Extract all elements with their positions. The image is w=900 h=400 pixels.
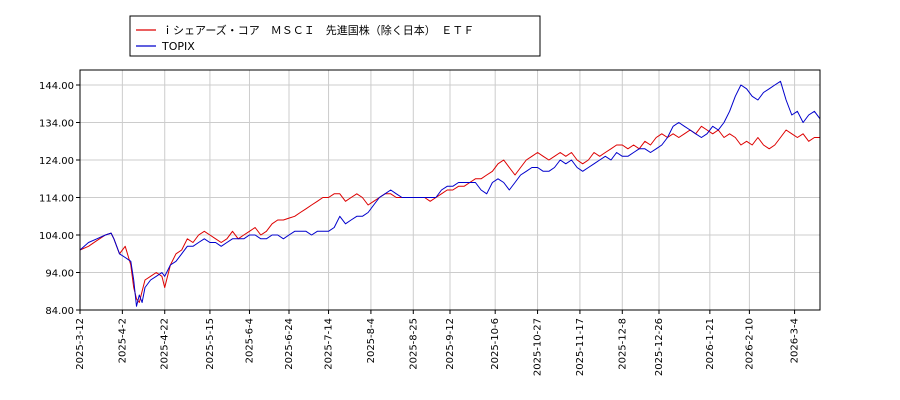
- x-tick-label: 2025-10-6: [490, 318, 501, 370]
- x-axis: 2025-3-12 2025-4-2 2025-4-22 2025-5-15 2025-…: [75, 310, 801, 376]
- x-tick-label: 2025-8-4: [366, 318, 377, 363]
- x-tick-label: 2025-9-12: [445, 318, 456, 370]
- x-tick-label: 2025-12-26: [654, 318, 665, 376]
- x-tick-label: 2025-12-8: [617, 318, 628, 370]
- y-tick-label: 114.00: [39, 194, 74, 205]
- legend-box: [129, 15, 541, 57]
- y-tick-label: 104.00: [39, 231, 74, 242]
- series-layer: [79, 80, 821, 307]
- x-tick-label: 2025-10-27: [533, 318, 544, 376]
- legend-label-topix: TOPIX: [161, 40, 195, 53]
- topix-series-line: [79, 80, 821, 307]
- legend: ｉシェアーズ・コア ＭＳＣＩ 先進国株（除く日本） ＥＴＦ TOPIX: [129, 15, 541, 57]
- x-tick-label: 2026-2-10: [744, 318, 755, 370]
- x-tick-label: 2025-7-14: [324, 318, 335, 370]
- y-tick-label: 94.00: [45, 269, 74, 280]
- x-tick-label: 2025-8-25: [408, 318, 419, 370]
- x-tick-label: 2025-6-4: [244, 318, 255, 363]
- y-axis: 84.00 94.00 104.00 114.00 124.00 134.00 144.00: [39, 81, 80, 317]
- y-tick-label: 144.00: [39, 81, 74, 92]
- x-tick-label: 2025-4-22: [160, 318, 171, 370]
- x-tick-label: 2025-3-12: [75, 318, 86, 370]
- y-tick-label: 84.00: [45, 306, 74, 317]
- y-tick-label: 134.00: [39, 119, 74, 130]
- x-tick-label: 2026-3-4: [790, 318, 801, 363]
- x-tick-label: 2025-6-24: [284, 318, 295, 370]
- legend-label-etf: ｉシェアーズ・コア ＭＳＣＩ 先進国株（除く日本） ＥＴＦ: [162, 23, 474, 37]
- y-tick-label: 124.00: [39, 156, 74, 167]
- x-tick-label: 2026-1-21: [705, 318, 716, 370]
- x-tick-label: 2025-5-15: [205, 318, 216, 370]
- x-tick-label: 2025-11-17: [575, 318, 586, 376]
- x-tick-label: 2025-4-2: [117, 318, 128, 363]
- grid: [79, 70, 820, 311]
